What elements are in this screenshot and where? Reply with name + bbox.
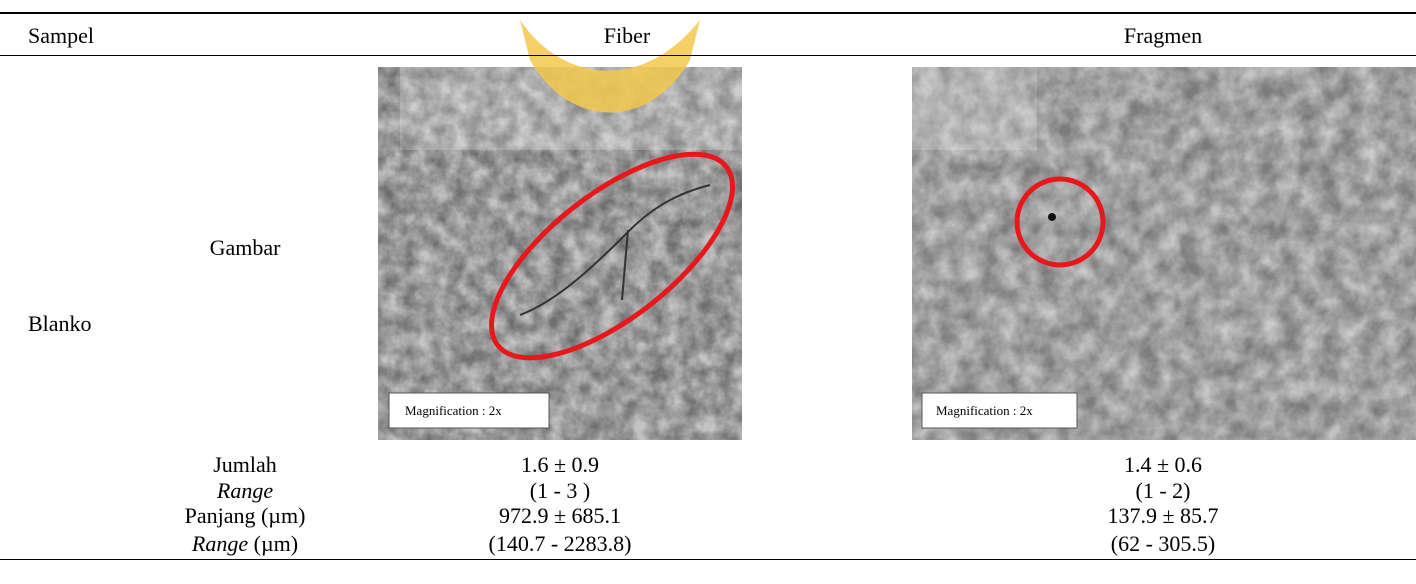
rule xyxy=(0,55,1416,56)
row-label: Jumlah xyxy=(213,452,277,478)
rule xyxy=(0,12,1416,14)
value-cell: (140.7 - 2283.8) xyxy=(489,531,632,557)
value-cell: (1 - 3 ) xyxy=(530,478,590,504)
value-cell: 972.9 ± 685.1 xyxy=(499,503,621,529)
header-cell: Sampel xyxy=(28,23,94,49)
fiber-image xyxy=(378,67,764,440)
rule xyxy=(0,559,1416,560)
group-label: Blanko xyxy=(28,311,92,337)
value-cell: (1 - 2) xyxy=(1136,478,1191,504)
page: Magnification : 2x Magnification : 2x Sa… xyxy=(0,0,1416,584)
value-cell: 1.4 ± 0.6 xyxy=(1124,452,1202,478)
row-label: Range (µm) xyxy=(192,531,298,557)
caption: Magnification : 2x xyxy=(936,403,1033,418)
value-cell: (62 - 305.5) xyxy=(1111,531,1215,557)
label-text: (µm) xyxy=(248,531,298,556)
value-cell: 137.9 ± 85.7 xyxy=(1107,503,1218,529)
row-label: Range xyxy=(217,478,273,504)
header-cell: Fragmen xyxy=(1124,23,1202,49)
caption: Magnification : 2x xyxy=(405,403,502,418)
label-text: Jumlah xyxy=(213,452,277,477)
row-label: Panjang (µm) xyxy=(185,503,306,529)
figures: Magnification : 2x Magnification : 2x xyxy=(0,0,1416,584)
fragment-image xyxy=(912,67,1416,440)
value-cell: 1.6 ± 0.9 xyxy=(521,452,599,478)
label-italic: Range xyxy=(192,531,248,556)
label-italic: Range xyxy=(217,478,273,503)
row-label: Gambar xyxy=(210,235,281,261)
header-cell: Fiber xyxy=(604,23,650,49)
label-text: Panjang (µm) xyxy=(185,503,306,528)
